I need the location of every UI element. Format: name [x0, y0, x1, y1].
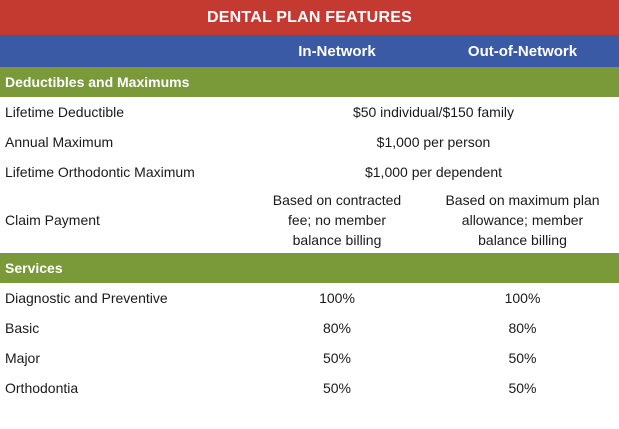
- table-row: Basic 80% 80%: [0, 313, 619, 343]
- column-header-in-network: In-Network: [298, 42, 376, 60]
- section-header-deductibles: Deductibles and Maximums: [0, 67, 619, 97]
- row-value-out-of-network: 80%: [508, 320, 537, 336]
- row-value: $1,000 per person: [376, 134, 491, 150]
- section-header-services: Services: [0, 253, 619, 283]
- column-header-out-of-network: Out-of-Network: [467, 42, 578, 60]
- row-value: $50 individual/$150 family: [352, 104, 515, 120]
- table-title-text: DENTAL PLAN FEATURES: [207, 8, 412, 26]
- row-label: Diagnostic and Preventive: [5, 290, 168, 306]
- row-label: Orthodontia: [5, 380, 79, 396]
- row-value-in-network: 50%: [322, 350, 352, 366]
- row-value-out-of-network: 50%: [508, 380, 537, 396]
- section-header-deductibles-text: Deductibles and Maximums: [5, 74, 190, 90]
- row-label: Lifetime Orthodontic Maximum: [5, 164, 195, 180]
- table-title: DENTAL PLAN FEATURES: [0, 0, 619, 35]
- row-value-in-network: 100%: [319, 290, 355, 306]
- table-row-lifetime-deductible: Lifetime Deductible $50 individual/$150 …: [0, 97, 619, 127]
- row-value-out-of-network: 50%: [508, 350, 537, 366]
- row-value: $1,000 per dependent: [364, 164, 502, 180]
- section-header-services-text: Services: [5, 260, 63, 276]
- row-label: Annual Maximum: [5, 134, 114, 150]
- row-value-in-network: 50%: [322, 380, 352, 396]
- row-label: Claim Payment: [5, 212, 100, 228]
- table-row-annual-maximum: Annual Maximum $1,000 per person: [0, 127, 619, 157]
- row-value-out-of-network: 100%: [504, 290, 541, 306]
- row-value-out-of-network: Based on maximum plan allowance; member …: [445, 192, 600, 248]
- row-label: Basic: [5, 320, 40, 336]
- row-value-in-network: 80%: [322, 320, 352, 336]
- table-row: Diagnostic and Preventive 100% 100%: [0, 283, 619, 313]
- row-label: Major: [5, 350, 41, 366]
- table-row-claim-payment: Claim Payment Based on contracted fee; n…: [0, 187, 619, 253]
- row-label: Lifetime Deductible: [5, 104, 125, 120]
- column-header-row: In-Network Out-of-Network: [0, 35, 619, 67]
- table-row: Major 50% 50%: [0, 343, 619, 373]
- row-value-in-network: Based on contracted fee; no member balan…: [272, 192, 402, 248]
- table-row-ortho-maximum: Lifetime Orthodontic Maximum $1,000 per …: [0, 157, 619, 187]
- table-row: Orthodontia 50% 50%: [0, 373, 619, 403]
